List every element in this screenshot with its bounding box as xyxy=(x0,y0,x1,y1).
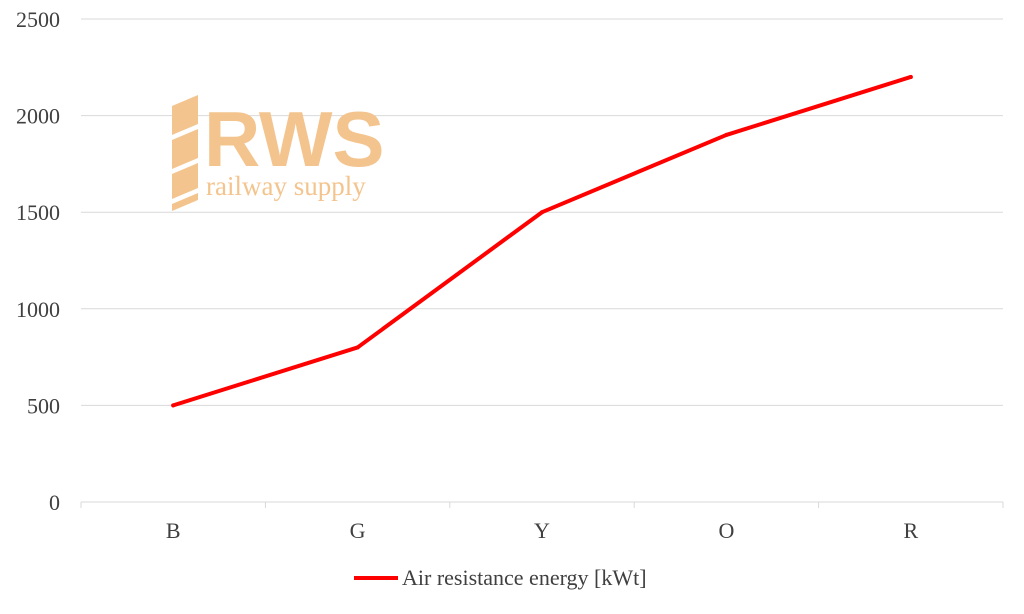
x-axis xyxy=(80,501,1004,508)
y-tick-label: 1000 xyxy=(16,297,60,322)
y-tick-label: 1500 xyxy=(16,200,60,225)
watermark-logo: RWS railway supply xyxy=(172,95,385,211)
y-tick-label: 2000 xyxy=(16,104,60,129)
y-tick-label: 500 xyxy=(27,393,60,418)
logo-stripe xyxy=(172,129,198,169)
data-point xyxy=(540,210,544,215)
y-axis-tick-labels: 0 500 1000 1500 2000 2500 xyxy=(16,7,60,515)
watermark-logo-text: RWS xyxy=(204,95,385,183)
x-tick-label: Y xyxy=(534,518,550,543)
watermark-tagline: railway supply xyxy=(206,171,366,201)
logo-stripe xyxy=(172,193,198,211)
y-tick-label: 2500 xyxy=(16,7,60,32)
data-point xyxy=(724,132,729,137)
data-point xyxy=(355,345,360,350)
x-tick-label: B xyxy=(166,518,181,543)
legend: Air resistance energy [kWt] xyxy=(354,565,647,590)
series-lines xyxy=(171,74,913,408)
logo-stripe xyxy=(172,95,198,135)
x-tick-label: R xyxy=(903,518,918,543)
data-point xyxy=(171,403,176,408)
x-tick-label: G xyxy=(350,518,366,543)
logo-stripes-icon xyxy=(172,95,198,211)
y-tick-label: 0 xyxy=(49,490,60,515)
x-tick-label: O xyxy=(718,518,734,543)
legend-label: Air resistance energy [kWt] xyxy=(402,565,647,590)
data-point xyxy=(908,74,913,79)
logo-stripe xyxy=(172,163,198,199)
